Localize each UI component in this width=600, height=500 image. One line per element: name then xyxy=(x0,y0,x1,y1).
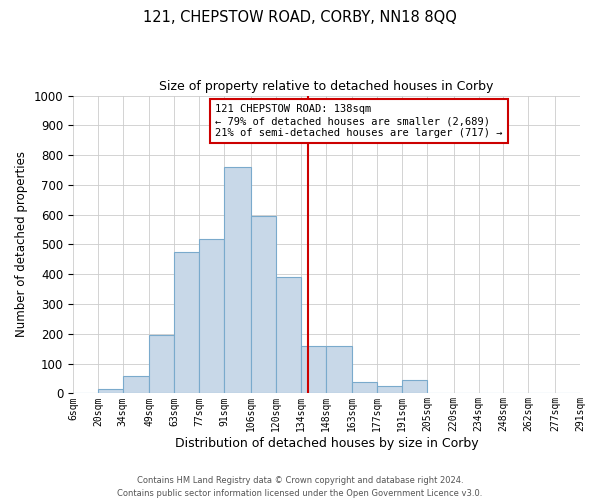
Text: Contains HM Land Registry data © Crown copyright and database right 2024.
Contai: Contains HM Land Registry data © Crown c… xyxy=(118,476,482,498)
Text: 121 CHEPSTOW ROAD: 138sqm
← 79% of detached houses are smaller (2,689)
21% of se: 121 CHEPSTOW ROAD: 138sqm ← 79% of detac… xyxy=(215,104,502,138)
Bar xyxy=(175,252,199,394)
Bar xyxy=(149,336,175,394)
Bar xyxy=(276,278,301,394)
Bar xyxy=(402,380,427,394)
Bar xyxy=(98,389,123,394)
Bar xyxy=(224,167,251,394)
Bar xyxy=(326,346,352,394)
Bar xyxy=(352,382,377,394)
X-axis label: Distribution of detached houses by size in Corby: Distribution of detached houses by size … xyxy=(175,437,478,450)
Bar xyxy=(301,346,326,394)
Bar xyxy=(251,216,276,394)
Bar xyxy=(199,238,224,394)
Text: 121, CHEPSTOW ROAD, CORBY, NN18 8QQ: 121, CHEPSTOW ROAD, CORBY, NN18 8QQ xyxy=(143,10,457,25)
Bar xyxy=(123,376,149,394)
Title: Size of property relative to detached houses in Corby: Size of property relative to detached ho… xyxy=(159,80,494,93)
Bar xyxy=(377,386,402,394)
Y-axis label: Number of detached properties: Number of detached properties xyxy=(15,152,28,338)
